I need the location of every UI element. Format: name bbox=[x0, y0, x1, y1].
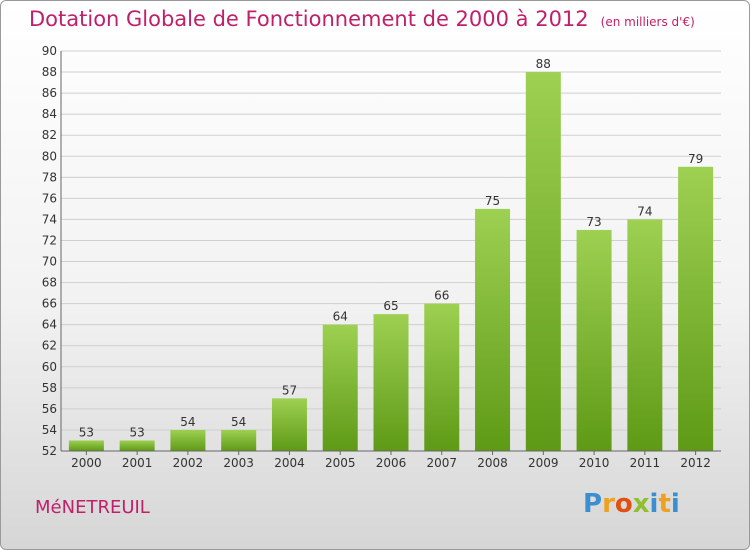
x-axis-ticks: 2000 2001 2002 2003 2004 2005 2006 2007 2008 2009… bbox=[71, 451, 711, 470]
data-label-2000: 53 bbox=[79, 425, 94, 439]
bar-2007 bbox=[424, 303, 460, 451]
x-tick-label-2002: 2002 bbox=[173, 456, 204, 470]
chart-title: Dotation Globale de Fonctionnement de 20… bbox=[29, 7, 695, 31]
x-tick-label-2003: 2003 bbox=[223, 456, 254, 470]
y-tick-label: 52 bbox=[42, 444, 57, 458]
data-label-2001: 53 bbox=[130, 425, 145, 439]
data-label-2003: 54 bbox=[231, 415, 246, 429]
data-label-2012: 79 bbox=[688, 152, 703, 166]
bar-2006 bbox=[373, 314, 409, 451]
y-tick-label: 86 bbox=[42, 86, 57, 100]
bar-2011 bbox=[627, 219, 663, 451]
bar-2004 bbox=[271, 398, 307, 451]
y-tick-label: 62 bbox=[42, 339, 57, 353]
bar-2000 bbox=[68, 440, 104, 451]
y-tick-label: 74 bbox=[42, 212, 57, 226]
y-tick-label: 80 bbox=[42, 149, 57, 163]
data-label-2002: 54 bbox=[180, 415, 195, 429]
bar-2012 bbox=[678, 166, 714, 451]
y-tick-label: 76 bbox=[42, 191, 57, 205]
x-tick-label-2011: 2011 bbox=[630, 456, 661, 470]
commune-name: MéNETREUIL bbox=[35, 497, 150, 518]
data-label-2011: 74 bbox=[637, 204, 652, 218]
y-tick-label: 72 bbox=[42, 233, 57, 247]
y-tick-label: 64 bbox=[42, 318, 57, 332]
bar-2003 bbox=[221, 429, 257, 451]
x-tick-label-2001: 2001 bbox=[122, 456, 153, 470]
bar-2009 bbox=[525, 72, 561, 451]
bar-2005 bbox=[322, 324, 358, 451]
y-tick-label: 84 bbox=[42, 107, 57, 121]
x-tick-label-2008: 2008 bbox=[477, 456, 508, 470]
bar-2008 bbox=[475, 208, 511, 451]
data-label-2008: 75 bbox=[485, 194, 500, 208]
x-tick-label-2010: 2010 bbox=[579, 456, 610, 470]
data-labels: 53 53 54 54 57 64 65 66 75 88 73 74 79 bbox=[79, 57, 704, 439]
bar-2002 bbox=[170, 429, 206, 451]
y-tick-label: 66 bbox=[42, 297, 57, 311]
x-tick-label-2009: 2009 bbox=[528, 456, 559, 470]
data-label-2004: 57 bbox=[282, 383, 297, 397]
x-tick-label-2012: 2012 bbox=[680, 456, 711, 470]
data-label-2006: 65 bbox=[383, 299, 398, 313]
y-tick-label: 88 bbox=[42, 65, 57, 79]
y-axis-ticks: 52 54 56 58 60 62 64 66 68 70 72 74 76 78 80 82 84 86 88 90 bbox=[42, 44, 57, 458]
data-label-2009: 88 bbox=[536, 57, 551, 71]
y-tick-label: 78 bbox=[42, 170, 57, 184]
x-tick-label-2006: 2006 bbox=[376, 456, 407, 470]
y-tick-label: 54 bbox=[42, 423, 57, 437]
unit-note: (en milliers d'€) bbox=[600, 15, 695, 29]
y-tick-label: 90 bbox=[42, 44, 57, 58]
x-tick-label-2007: 2007 bbox=[426, 456, 457, 470]
data-label-2010: 73 bbox=[586, 215, 601, 229]
chart-title-text: Dotation Globale de Fonctionnement de 20… bbox=[29, 7, 589, 31]
y-tick-label: 60 bbox=[42, 360, 57, 374]
bar-2001 bbox=[119, 440, 155, 451]
y-tick-label: 70 bbox=[42, 255, 57, 269]
y-tick-label: 58 bbox=[42, 381, 57, 395]
bar-2010 bbox=[576, 229, 612, 451]
y-tick-label: 56 bbox=[42, 402, 57, 416]
data-label-2007: 66 bbox=[434, 289, 449, 303]
x-tick-label-2005: 2005 bbox=[325, 456, 356, 470]
x-tick-label-2000: 2000 bbox=[71, 456, 102, 470]
y-tick-label: 68 bbox=[42, 276, 57, 290]
data-label-2005: 64 bbox=[333, 310, 348, 324]
x-tick-label-2004: 2004 bbox=[274, 456, 305, 470]
y-tick-label: 82 bbox=[42, 128, 57, 142]
proxiti-logo[interactable]: Proxiti bbox=[583, 489, 680, 519]
bars bbox=[68, 72, 714, 451]
